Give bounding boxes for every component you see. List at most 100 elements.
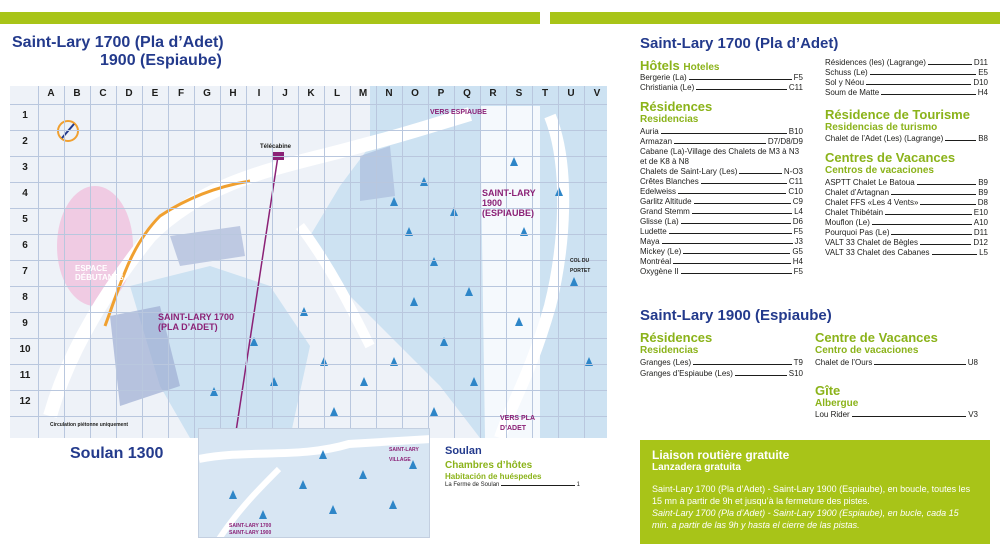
entry-grid: D12	[973, 238, 988, 247]
section-1700-title: Saint-Lary 1700 (Pla d’Adet)	[640, 35, 839, 52]
entry-grid: G5	[792, 247, 803, 256]
entry-name: Christiania (Le)	[640, 83, 695, 92]
entry-grid: A10	[973, 218, 988, 227]
listing-entry: Pourquoi Pas (Le) D11	[825, 228, 988, 237]
resort-map[interactable]: ESPACE DÉBUTANTS SAINT-LARY 1700 (PLA D’…	[10, 86, 607, 438]
label-telecabine: Télécabine	[260, 144, 292, 150]
soulan-title: Soulan 1300	[70, 445, 164, 462]
listing-entry: ASPTT Chalet Le Batoua B9	[825, 178, 988, 187]
listing-entry: Granges (Les) T9	[640, 358, 803, 367]
listing-entry: Crêtes Blanches C11	[640, 177, 803, 186]
label-sl-1900-small: SAINT-LARY 1900	[229, 530, 272, 536]
entry-name: La Ferme de Soulan	[445, 482, 500, 488]
listing-entry: et de K8 à N8	[640, 157, 803, 166]
listing-entry: Glisse (La) D6	[640, 217, 803, 226]
liaison-heading-es: Lanzadera gratuita	[652, 462, 741, 473]
grid-col-label: U	[567, 88, 575, 99]
grid-col-label: H	[229, 88, 237, 99]
grid-col-label: I	[257, 88, 261, 99]
grid-col-label: F	[177, 88, 185, 99]
grid-row-label: 11	[19, 370, 31, 381]
entry-grid: E10	[973, 208, 988, 217]
soulan-entry: La Ferme de Soulan 1	[445, 482, 580, 488]
listing-entry: Christiania (Le) C11	[640, 83, 803, 92]
entry-name: VALT 33 Chalet de Bègles	[825, 238, 918, 247]
grid-col-label: J	[282, 88, 288, 99]
grid-col-label: M	[358, 88, 368, 99]
soulan-terrain	[199, 435, 429, 537]
centres-heading-es: Centros de vacaciones	[825, 165, 934, 176]
soulan-legend-heading: Soulan	[445, 445, 482, 457]
entry-name: Mickey (Le)	[640, 247, 682, 256]
label-col-du-portet: COL DU PORTET	[570, 258, 591, 274]
entry-grid: E5	[978, 68, 988, 77]
entry-grid: N-O3	[783, 167, 803, 176]
listing-entry: Grand Stemm L4	[640, 207, 803, 216]
entry-grid: J3	[794, 237, 803, 246]
grid-row-label: 9	[22, 318, 28, 329]
entry-name: Chalet Thibétain	[825, 208, 884, 217]
residences-1900-heading: Résidences	[640, 330, 713, 345]
listing-entry: Oxygène II F5	[640, 267, 803, 276]
entry-name: Armazan	[640, 137, 673, 146]
label-saint-lary-village: SAINT-LARY VILLAGE	[389, 447, 419, 463]
entry-grid: D11	[973, 228, 988, 237]
grid-row-label: 5	[22, 214, 28, 225]
entry-grid: H4	[977, 88, 988, 97]
listing-entry: Garlitz Altitude C9	[640, 197, 803, 206]
label-vers-pla-dadet[interactable]: VERS PLA D’ADET	[500, 415, 535, 432]
label-vers-espiaube[interactable]: VERS ESPIAUBE	[430, 109, 487, 116]
entry-name: ASPTT Chalet Le Batoua	[825, 178, 915, 187]
grid-row-label: 7	[22, 266, 28, 277]
entry-name: Granges d’Espiaube (Les)	[640, 369, 733, 378]
soulan-chambres-heading: Chambres d’hôtes	[445, 460, 533, 471]
hotels-heading: Hôtels Hoteles	[640, 58, 720, 73]
listing-entry: Chalet FFS «Les 4 Vents» D8	[825, 198, 988, 207]
entry-name: et de K8 à N8	[640, 157, 689, 166]
entry-name: Chalet de l’Ours	[815, 358, 873, 367]
entry-name: Chalet d’Artagnan	[825, 188, 890, 197]
entry-grid: H4	[792, 257, 803, 266]
entry-name: VALT 33 Chalet des Cabanes	[825, 248, 930, 257]
grid-row-label: 3	[22, 162, 28, 173]
entry-grid: L4	[794, 207, 803, 216]
listing-entry: Montréal H4	[640, 257, 803, 266]
label-espace-debutants: ESPACE DÉBUTANTS	[75, 264, 124, 282]
entry-grid: F5	[793, 73, 803, 82]
section-1900-title: Saint-Lary 1900 (Espiaube)	[640, 307, 832, 324]
entry-grid: D10	[973, 78, 988, 87]
entry-name: Ludette	[640, 227, 667, 236]
entry-grid: C10	[788, 187, 803, 196]
grid-col-label: D	[125, 88, 133, 99]
listing-entry: Maya J3	[640, 237, 803, 246]
listing-entry: VALT 33 Chalet des Cabanes L5	[825, 248, 988, 257]
listing-entry: Auria B10	[640, 127, 803, 136]
entry-name: Mouflon (Le)	[825, 218, 870, 227]
grid-row-label: 12	[19, 396, 31, 407]
entry-grid: C11	[788, 177, 803, 186]
entry-name: Schuss (Le)	[825, 68, 868, 77]
listing-entry: Chalet de l’Adet (Les) (Lagrange) B8	[825, 134, 988, 143]
grid-col-label: A	[47, 88, 55, 99]
liaison-box: Liaison routière gratuite Lanzadera grat…	[640, 440, 990, 544]
listing-entry: Edelweiss C10	[640, 187, 803, 196]
entry-grid: 1	[576, 482, 580, 488]
listing-entry: Résidences (les) (Lagrange) D11	[825, 58, 988, 67]
map-terrain	[43, 86, 607, 438]
entry-name: Auria	[640, 127, 659, 136]
grid-col-label: C	[99, 88, 107, 99]
liaison-text-fr: Saint-Lary 1700 (Pla d’Adet) - Saint-Lar…	[652, 484, 971, 506]
listing-entry: Chalet de l’Ours U8	[815, 358, 978, 367]
listing-entry: Chalets de Saint-Lary (Les) N-O3	[640, 167, 803, 176]
entry-name: Grand Stemm	[640, 207, 690, 216]
entry-name: Chalet de l’Adet (Les) (Lagrange)	[825, 134, 944, 143]
grid-col-label: G	[203, 88, 211, 99]
listing-entry: Mouflon (Le) A10	[825, 218, 988, 227]
entry-name: Pourquoi Pas (Le)	[825, 228, 890, 237]
soulan-inset-map[interactable]: SAINT-LARY VILLAGE SAINT-LARY 1700 SAINT…	[198, 428, 430, 538]
entry-name: Montréal	[640, 257, 672, 266]
entry-name: Crêtes Blanches	[640, 177, 699, 186]
grid-col-label: Q	[463, 88, 471, 99]
listing-entry: Mickey (Le) G5	[640, 247, 803, 256]
grid-row-label: 4	[22, 188, 28, 199]
